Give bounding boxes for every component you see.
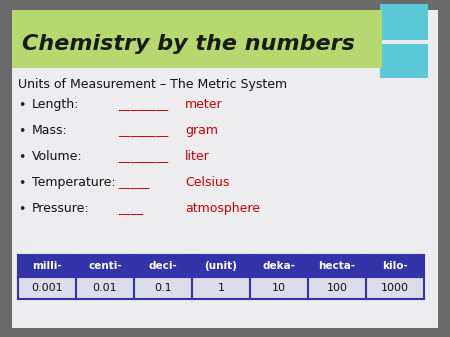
Text: gram: gram <box>185 124 218 137</box>
Text: •: • <box>18 125 25 138</box>
Text: (unit): (unit) <box>205 261 238 271</box>
Text: 10: 10 <box>272 283 286 293</box>
Text: 0.01: 0.01 <box>93 283 117 293</box>
Text: Celsius: Celsius <box>185 176 230 189</box>
Text: ________: ________ <box>118 124 168 137</box>
Text: •: • <box>18 177 25 190</box>
Text: 1000: 1000 <box>381 283 409 293</box>
Bar <box>380 4 428 40</box>
Text: •: • <box>18 99 25 112</box>
Bar <box>380 44 428 78</box>
Text: kilo-: kilo- <box>382 261 408 271</box>
Text: ________: ________ <box>118 150 168 163</box>
Bar <box>18 255 424 277</box>
Text: Temperature:: Temperature: <box>32 176 116 189</box>
Text: deka-: deka- <box>262 261 296 271</box>
Text: centi-: centi- <box>88 261 122 271</box>
Text: meter: meter <box>185 98 223 111</box>
Text: Units of Measurement – The Metric System: Units of Measurement – The Metric System <box>18 78 287 91</box>
Text: milli-: milli- <box>32 261 62 271</box>
Text: •: • <box>18 151 25 164</box>
Text: Mass:: Mass: <box>32 124 68 137</box>
Text: deci-: deci- <box>148 261 177 271</box>
Text: liter: liter <box>185 150 210 163</box>
Text: _____: _____ <box>118 176 149 189</box>
Text: ____: ____ <box>118 202 143 215</box>
Text: hecta-: hecta- <box>319 261 356 271</box>
Text: 0.001: 0.001 <box>31 283 63 293</box>
Bar <box>18 277 424 299</box>
Text: ________: ________ <box>118 98 168 111</box>
Text: Chemistry by the numbers: Chemistry by the numbers <box>22 34 355 54</box>
Text: Length:: Length: <box>32 98 79 111</box>
Text: 0.1: 0.1 <box>154 283 172 293</box>
Text: atmosphere: atmosphere <box>185 202 260 215</box>
Text: Volume:: Volume: <box>32 150 83 163</box>
Text: 100: 100 <box>327 283 347 293</box>
Text: Pressure:: Pressure: <box>32 202 90 215</box>
Text: 1: 1 <box>217 283 225 293</box>
Text: •: • <box>18 203 25 216</box>
Bar <box>12 10 382 68</box>
